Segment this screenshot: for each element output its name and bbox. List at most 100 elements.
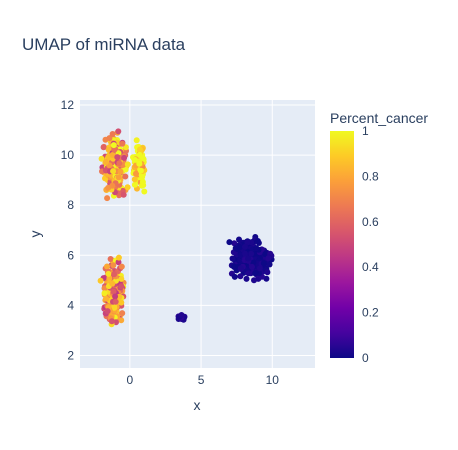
scatter-point [110, 288, 117, 295]
colorbar-title: Percent_cancer [330, 110, 428, 126]
scatter-point [114, 154, 121, 161]
y-tick-label: 10 [61, 148, 75, 162]
scatter-point [109, 131, 116, 137]
x-tick-label: 10 [266, 373, 280, 387]
scatter-point [252, 269, 259, 276]
scatter-point [245, 270, 252, 277]
colorbar-tick-label: 0.6 [362, 215, 379, 229]
scatter-point [139, 179, 146, 185]
scatter-points [97, 128, 275, 328]
scatter-point [244, 239, 251, 246]
scatter-point [107, 256, 114, 262]
scatter-point [136, 151, 143, 158]
scatter-point [248, 250, 255, 257]
scatter-point [237, 273, 244, 280]
scatter-point [118, 263, 125, 270]
scatter-point [122, 166, 129, 173]
scatter-point [109, 152, 116, 158]
scatter-point [117, 168, 124, 175]
scatter-point [109, 182, 116, 189]
y-tick-label: 2 [67, 348, 74, 362]
scatter-point [100, 144, 107, 151]
scatter-point [133, 170, 139, 177]
scatter-point [243, 275, 250, 282]
x-tick-label: 0 [127, 373, 134, 387]
scatter-point [106, 135, 113, 142]
scatter-point [136, 146, 143, 153]
scatter-point [245, 255, 252, 262]
y-tick-label: 6 [67, 248, 74, 262]
scatter-point [119, 140, 126, 147]
scatter-point [122, 173, 129, 180]
scatter-point [103, 159, 109, 165]
scatter-point [115, 254, 122, 261]
scatter-point [226, 239, 233, 246]
scatter-point [97, 277, 104, 284]
scatter-point [242, 250, 248, 257]
scatter-point [110, 262, 117, 269]
scatter-point [111, 271, 118, 278]
scatter-point [251, 277, 257, 284]
scatter-point [178, 312, 185, 318]
scatter-point [118, 299, 125, 306]
scatter-point [231, 273, 238, 280]
y-axis-title: y [27, 231, 43, 238]
scatter-point [253, 245, 260, 252]
y-tick-label: 4 [67, 298, 74, 312]
scatter-point [105, 270, 112, 277]
scatter-point [110, 142, 117, 149]
scatter-point [121, 154, 128, 161]
scatter-point [254, 238, 261, 244]
scatter-point [265, 255, 272, 262]
y-tick-label: 12 [61, 98, 75, 112]
scatter-point [131, 181, 138, 188]
scatter-point [139, 173, 146, 180]
colorbar-tick-label: 0.4 [362, 260, 379, 274]
scatter-point [120, 191, 127, 198]
colorbar-tick-label: 0.2 [362, 306, 379, 320]
scatter-point [118, 283, 125, 290]
y-axis-ticks: 2 4 6 8 10 12 [61, 98, 75, 362]
scatter-point [249, 263, 255, 270]
scatter-point [115, 174, 122, 181]
scatter-point [108, 318, 115, 325]
scatter-point [236, 236, 242, 243]
scatter-point [262, 251, 269, 258]
scatter-point [131, 176, 138, 183]
scatter-point [116, 293, 123, 300]
scatter-point [105, 154, 112, 161]
scatter-point [231, 240, 238, 247]
scatter-point [124, 161, 131, 168]
colorbar-tick-label: 0.8 [362, 169, 379, 183]
scatter-point [133, 137, 140, 144]
scatter-point [124, 184, 131, 191]
colorbar [330, 131, 354, 358]
scatter-point [118, 317, 125, 324]
scatter-point [264, 269, 271, 276]
scatter-point [119, 310, 126, 317]
scatter-point [229, 255, 236, 262]
scatter-point [110, 168, 117, 175]
scatter-point [237, 265, 244, 272]
scatter-point [256, 265, 263, 272]
scatter-point [116, 160, 123, 167]
scatter-point [266, 261, 273, 268]
scatter-point [115, 259, 122, 266]
y-tick-label: 8 [67, 198, 74, 212]
scatter-point [111, 146, 118, 153]
scatter-point [115, 128, 122, 135]
scatter-point [103, 295, 110, 302]
scatter-point [112, 293, 119, 300]
x-tick-label: 5 [198, 373, 205, 387]
scatter-point [101, 290, 108, 297]
scatter-point [241, 243, 248, 250]
x-axis-ticks: 0 5 10 [127, 373, 280, 387]
x-axis-title: x [194, 397, 201, 413]
scatter-point [118, 275, 125, 282]
scatter-point [109, 280, 116, 287]
scatter-point [104, 195, 111, 202]
scatter-point [236, 244, 243, 251]
scatter-point [260, 260, 267, 267]
colorbar-ticks: 0 0.2 0.4 0.6 0.8 1 [362, 124, 379, 365]
